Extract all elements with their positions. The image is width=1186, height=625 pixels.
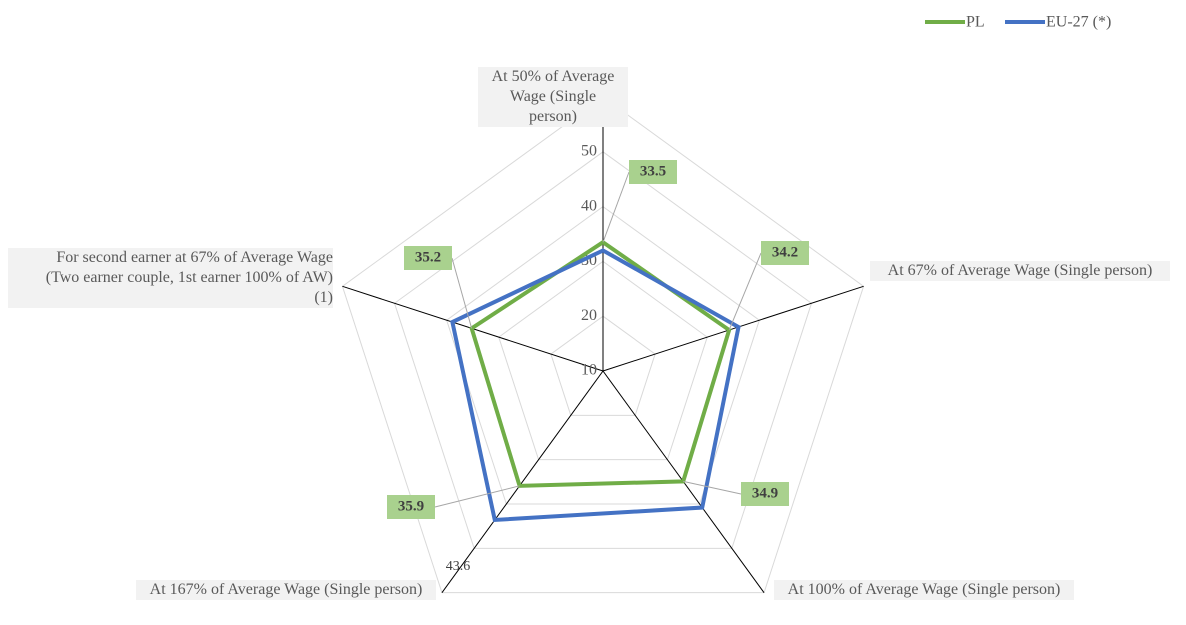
data-label-bg [629, 160, 677, 184]
series-line [469, 239, 732, 488]
category-label: At 167% of Average Wage (Single person) [150, 581, 423, 598]
grid-line [393, 151, 813, 549]
grid-line [498, 260, 708, 461]
data-label: 35.2 [415, 249, 441, 265]
r-tick-label: 40 [581, 197, 597, 214]
data-label-bg [404, 246, 452, 270]
leader-line [451, 257, 473, 329]
grid-line [341, 96, 865, 594]
category-label: At 100% of Average Wage (Single person) [788, 581, 1061, 598]
leader-line [602, 171, 630, 243]
category-label: At 50% of Average Wage (Single person) [492, 68, 615, 125]
category-label: For second earner at 67% of Average Wage… [46, 249, 333, 306]
category-label-bg [8, 248, 333, 308]
axis-spoke [602, 285, 864, 372]
category-label-bg [774, 580, 1074, 600]
r-tick-label: 50 [581, 142, 597, 159]
r-tick-label: 10 [581, 362, 597, 379]
data-label: 33.5 [640, 163, 666, 179]
data-label: 35.9 [398, 498, 424, 514]
category-label: At 67% of Average Wage (Single person) [888, 262, 1153, 279]
r-tick-label: 20 [581, 307, 597, 324]
grid-line [446, 205, 760, 505]
data-label: 34.9 [752, 485, 778, 501]
leader-line [728, 252, 762, 331]
series-line [450, 248, 741, 523]
axis-spoke [441, 370, 604, 593]
leader-line [434, 485, 520, 508]
leader-line [683, 480, 742, 495]
legend-label: EU-27 (*) [1046, 14, 1111, 31]
category-label-bg [478, 67, 628, 127]
legend-label: PL [966, 14, 985, 31]
data-label-bg [387, 495, 435, 519]
data-label-bg [741, 482, 789, 506]
category-label-bg [136, 580, 436, 600]
data-label-bg [761, 241, 809, 265]
grid-line [550, 315, 656, 416]
data-label: 43.6 [446, 559, 471, 574]
category-label-bg [870, 261, 1170, 281]
data-label: 34.2 [772, 244, 798, 260]
